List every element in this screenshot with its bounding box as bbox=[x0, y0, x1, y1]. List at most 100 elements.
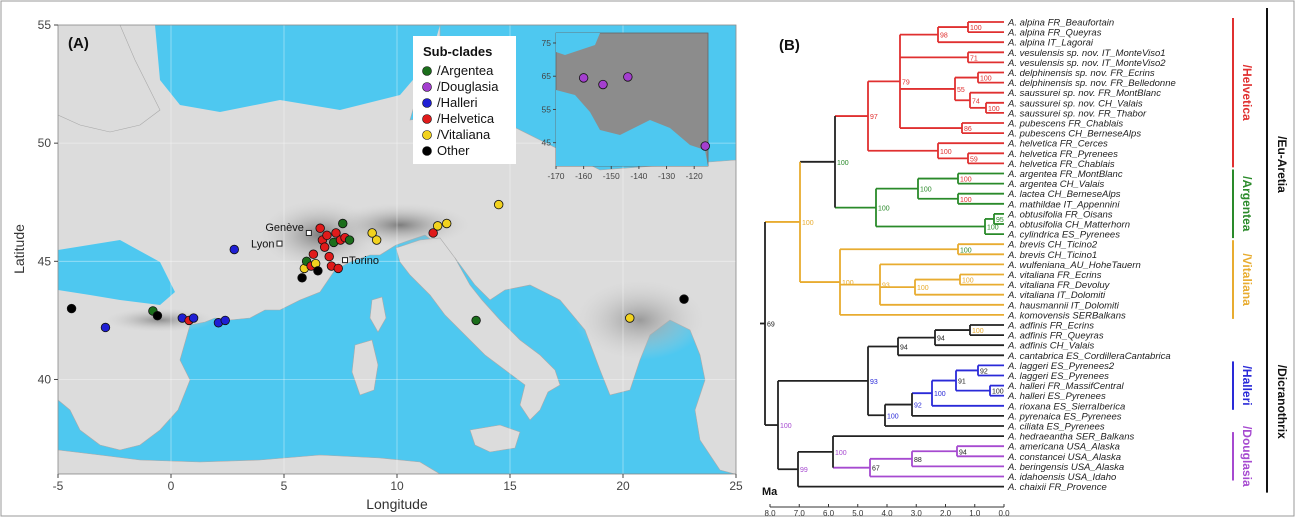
tree-clade-labels: /Helvetica/Argentea/Vitaliana/Halleri/Do… bbox=[1232, 8, 1289, 493]
tip-label: A. lactea CH_BerneseAlps bbox=[1007, 189, 1121, 200]
tip-label: A. brevis CH_Ticino1 bbox=[1007, 250, 1097, 261]
time-axis-tick-label: 8.0 bbox=[764, 509, 776, 517]
bootstrap-value: 69 bbox=[767, 322, 775, 329]
tip-label: A. ciliata ES_Pyrenees bbox=[1007, 422, 1105, 433]
bootstrap-value: 100 bbox=[835, 450, 847, 457]
map-y-axis-title: Latitude bbox=[11, 224, 27, 274]
land-europe bbox=[58, 25, 736, 474]
tip-label: A. helvetica FR_Cerces bbox=[1007, 139, 1108, 150]
clade-label: /Argentea bbox=[1240, 176, 1254, 232]
inset-x-tick-label: -140 bbox=[630, 171, 647, 181]
inset-y-ticks: 45 55 65 75 bbox=[542, 38, 556, 148]
tree-bootstrap-values: 1009871100100745586795910097100100100951… bbox=[767, 25, 1004, 474]
city-marker bbox=[305, 229, 312, 236]
tree-axis-label: Ma bbox=[762, 486, 778, 498]
tip-label: A. vitaliana FR_Devoluy bbox=[1007, 280, 1111, 291]
legend-label: /Helvetica bbox=[437, 111, 495, 126]
bootstrap-value: 100 bbox=[940, 149, 952, 156]
map-point bbox=[371, 235, 382, 245]
bootstrap-value: 100 bbox=[837, 160, 849, 167]
time-axis-tick-label: 2.0 bbox=[940, 509, 952, 517]
y-tick-label: 45 bbox=[38, 254, 52, 268]
bootstrap-value: 67 bbox=[872, 466, 880, 473]
x-tick-label: 15 bbox=[503, 479, 517, 493]
tip-label: A. constancei USA_Alaska bbox=[1007, 452, 1121, 463]
tip-label: A. adfinis FR_Queyras bbox=[1007, 331, 1104, 342]
bootstrap-value: 100 bbox=[917, 285, 929, 292]
inset-x-tick-label: -160 bbox=[575, 171, 592, 181]
x-tick-label: 0 bbox=[168, 479, 175, 493]
tip-label: A. hedraeantha SER_Balkans bbox=[1007, 432, 1134, 443]
map-point bbox=[66, 303, 77, 314]
legend-swatch bbox=[422, 130, 432, 140]
map-point bbox=[324, 251, 334, 262]
bootstrap-value: 71 bbox=[970, 55, 978, 62]
map-point bbox=[319, 242, 330, 252]
bootstrap-value: 100 bbox=[972, 328, 984, 335]
bootstrap-value: 74 bbox=[972, 98, 980, 105]
tip-label: A. helvetica FR_Chablais bbox=[1007, 159, 1115, 170]
map-point bbox=[367, 228, 377, 238]
inset-point bbox=[623, 72, 633, 82]
tip-label: A. rioxana ES_SierraIberica bbox=[1007, 401, 1125, 412]
tip-label: A. delphinensis sp. nov. FR_Ecrins bbox=[1007, 68, 1155, 79]
tip-label: A. pubescens CH_BerneseAlps bbox=[1007, 129, 1141, 140]
bootstrap-value: 59 bbox=[970, 156, 978, 163]
bootstrap-value: 94 bbox=[900, 344, 908, 351]
bootstrap-value: 100 bbox=[960, 247, 972, 254]
land-britain bbox=[58, 25, 161, 133]
tip-label: A. alpina IT_Lagorai bbox=[1007, 38, 1094, 49]
tip-label: A. hausmannii IT_Dolomiti bbox=[1007, 300, 1120, 311]
clade-label: /Douglasia bbox=[1240, 426, 1254, 487]
tip-label: A. americana USA_Alaska bbox=[1007, 442, 1120, 453]
city-marker bbox=[276, 240, 283, 247]
legend-entries: /Argentea/Douglasia/Halleri/Helvetica/Vi… bbox=[422, 63, 499, 158]
bootstrap-value: 100 bbox=[780, 423, 792, 430]
bootstrap-value: 92 bbox=[980, 368, 988, 375]
map-y-ticks: 40 45 50 55 bbox=[38, 18, 58, 386]
tip-label: A. adfinis FR_Ecrins bbox=[1007, 321, 1094, 332]
y-tick-label: 55 bbox=[38, 18, 52, 32]
map-x-axis-title: Longitude bbox=[366, 496, 428, 512]
tip-label: A. saussurei sp. nov. CH_Valais bbox=[1007, 98, 1143, 109]
bootstrap-value: 100 bbox=[934, 391, 946, 398]
tip-label: A. argentea CH_Valais bbox=[1007, 179, 1105, 190]
bootstrap-value: 88 bbox=[914, 457, 922, 464]
legend-swatch bbox=[422, 114, 432, 124]
inset-y-tick-label: 75 bbox=[542, 38, 552, 48]
bootstrap-value: 79 bbox=[902, 79, 910, 86]
bootstrap-value: 100 bbox=[878, 206, 890, 213]
bootstrap-value: 98 bbox=[940, 33, 948, 40]
inset-point bbox=[700, 141, 710, 151]
map-point bbox=[494, 199, 504, 210]
x-tick-label: 10 bbox=[390, 479, 404, 493]
tip-label: A. chaixii FR_Provence bbox=[1007, 482, 1107, 493]
panel-b-label: (B) bbox=[779, 37, 800, 54]
tip-label: A. alpina FR_Queyras bbox=[1007, 28, 1102, 39]
legend-label: /Argentea bbox=[437, 63, 494, 78]
tip-label: A. cylindrica ES_Pyrenees bbox=[1007, 230, 1120, 241]
tip-label: A. vitaliana FR_Ecrins bbox=[1007, 270, 1102, 281]
tip-label: A. laggeri ES_Pyrenees2 bbox=[1007, 361, 1115, 372]
tip-label: A. adfinis CH_Valais bbox=[1007, 341, 1094, 352]
land-sardinia bbox=[351, 339, 379, 396]
tip-label: A. beringensis USA_Alaska bbox=[1007, 462, 1124, 473]
time-axis-tick-label: 1.0 bbox=[969, 509, 981, 517]
inset-x-tick-label: -120 bbox=[686, 171, 703, 181]
tip-label: A. idahoensis USA_Idaho bbox=[1007, 472, 1116, 483]
map-point bbox=[188, 313, 199, 323]
map-point bbox=[308, 249, 319, 259]
clade-label: /Halleri bbox=[1240, 366, 1254, 406]
inset-x-ticks: -170 -160 -150 -140 -130 -120 bbox=[547, 166, 703, 181]
tip-label: A. cantabrica ES_CordilleraCantabrica bbox=[1007, 351, 1171, 362]
tip-label: A. laggeri ES_Pyrenees bbox=[1007, 371, 1109, 382]
map-point bbox=[428, 228, 438, 238]
map-point bbox=[442, 218, 452, 229]
city-marker bbox=[342, 257, 349, 264]
tip-label: A. komovensis SERBalkans bbox=[1007, 310, 1126, 321]
land-corsica bbox=[369, 296, 387, 333]
map-point bbox=[344, 235, 355, 245]
